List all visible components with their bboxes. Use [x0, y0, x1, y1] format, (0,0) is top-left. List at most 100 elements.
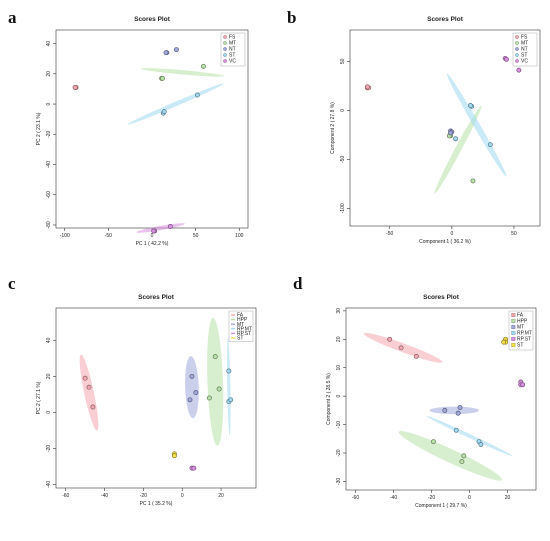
data-point-hpp: [430, 439, 436, 445]
data-point-st: [468, 103, 473, 108]
x-tick-label: -50: [105, 233, 112, 239]
legend-label-vc: VC: [229, 59, 236, 65]
data-point-hpp: [212, 354, 218, 360]
data-point-st: [161, 109, 167, 115]
legend-label-fs: FS: [521, 35, 528, 41]
legend-label-st: ST: [517, 343, 523, 349]
legend-swatch-rp-mt: [511, 331, 516, 335]
y-tick-label: 10: [336, 365, 342, 371]
scores-plot-b: Scores Plot -50 0 50 -100 -50 0 50 Component 1 (…: [330, 16, 541, 245]
y-tick-label: 20: [46, 71, 52, 77]
data-point-mt: [457, 405, 463, 410]
legend-swatch-st: [223, 53, 227, 57]
y-tick-label: 0: [46, 411, 52, 414]
data-point-nt: [448, 130, 454, 136]
confidence-ellipse-mt: [140, 68, 225, 77]
legend-swatch-hpp: [511, 319, 516, 323]
plot-frame: [349, 29, 541, 227]
data-point-st: [487, 142, 493, 148]
scores-plot-c: Scores Plot -60 -40 -20 0 20 -40 -20 0 20 40 PC 1 (…: [36, 294, 257, 507]
data-point-mt: [193, 390, 199, 396]
data-point-st: [194, 92, 200, 98]
chart-title: Scores Plot: [134, 16, 171, 23]
legend-swatch-fs: [515, 35, 519, 39]
legend-label-fs: FS: [229, 35, 236, 41]
data-point-vc: [504, 56, 509, 62]
legend-label-mt: MT: [237, 322, 244, 328]
legend-label-st: ST: [237, 336, 243, 342]
y-tick-label: 0: [46, 102, 52, 105]
y-tick-label: 0: [340, 109, 346, 112]
legend-swatch-fs: [223, 35, 227, 39]
y-axis-label: Component 2 ( 27.8 %): [330, 102, 336, 154]
data-point-hpp: [216, 386, 222, 392]
panel-letter-c: c: [8, 274, 16, 293]
scores-plot-d: Scores Plot -60 -40 -20 0 20 -30 -20 -10 0 10 20 30 C…: [326, 294, 537, 509]
y-tick-label: -20: [46, 130, 52, 137]
legend-swatch-nt: [223, 47, 227, 51]
legend-swatch-st: [515, 53, 519, 57]
x-tick-label: 0: [151, 233, 154, 239]
legend-swatch-vc: [223, 59, 227, 63]
confidence-ellipse-st: [127, 83, 224, 125]
data-point-vc: [167, 224, 173, 229]
data-point-st: [453, 136, 459, 142]
x-tick-label: 20: [505, 495, 511, 501]
x-tick-label: 50: [193, 233, 199, 239]
x-tick-label: -60: [352, 495, 359, 501]
x-tick-label: -40: [101, 493, 108, 499]
y-tick-label: 40: [46, 41, 52, 47]
x-tick-label: -60: [62, 493, 69, 499]
x-tick-label: 50: [511, 231, 517, 237]
y-tick-label: -10: [336, 421, 342, 428]
x-axis-label: PC 1 ( 35.2 %): [140, 501, 173, 507]
data-point-nt: [163, 50, 169, 56]
legend-label-nt: NT: [229, 47, 236, 53]
data-point-vc: [151, 228, 157, 234]
data-point-rp-mt: [453, 427, 459, 433]
legend-label-vc: VC: [521, 59, 528, 65]
data-point-hpp: [459, 459, 465, 465]
panel-letter-a: a: [8, 8, 17, 27]
data-point-mt: [160, 75, 165, 81]
data-point-fa: [413, 353, 419, 359]
legend-label-rp-mt: RP.MT: [517, 331, 532, 337]
y-tick-label: -60: [46, 191, 52, 198]
data-point-mt: [187, 397, 193, 403]
y-tick-label: 40: [46, 337, 52, 343]
legend-swatch-st: [511, 343, 516, 347]
x-tick-label: -40: [390, 495, 397, 501]
legend-swatch-nt: [515, 47, 519, 51]
x-axis-label: PC 1 ( 42.2 %): [136, 241, 169, 247]
legend-label-mt: MT: [521, 41, 528, 47]
data-point-hpp: [461, 453, 467, 459]
plot-frame: [345, 307, 537, 491]
x-axis-label: Component 1 ( 29.7 %): [415, 503, 467, 509]
data-point-fa: [82, 375, 88, 381]
data-point-mt: [201, 63, 206, 69]
legend-swatch-fa: [511, 313, 516, 317]
legend-label-rp-st: RP.ST: [237, 331, 251, 337]
legend-swatch-mt: [515, 41, 519, 45]
data-point-hpp: [206, 395, 212, 401]
legend-label-mt: MT: [229, 41, 236, 47]
data-point-mt: [189, 373, 195, 379]
data-point-fa: [398, 345, 404, 351]
x-tick-label: 0: [181, 493, 184, 499]
y-axis-label: Component 2 ( 28.5 %): [326, 373, 332, 425]
legend-swatch-rp-st: [511, 337, 516, 341]
confidence-ellipse-st: [446, 73, 507, 177]
panel-letter-b: b: [287, 8, 297, 27]
y-tick-label: 20: [336, 336, 342, 342]
confidence-ellipse-mt: [434, 105, 482, 194]
x-tick-label: 0: [450, 231, 453, 237]
data-point-rp-mt: [478, 442, 484, 447]
y-tick-label: -20: [46, 445, 52, 452]
legend-label-fa: FA: [237, 313, 244, 319]
y-tick-label: -20: [336, 449, 342, 456]
data-point-fs: [72, 84, 78, 90]
legend-label-rp-mt: RP.MT: [237, 326, 252, 332]
data-point-fa: [86, 384, 92, 390]
y-tick-label: 20: [46, 373, 52, 379]
y-tick-label: -30: [336, 478, 342, 485]
